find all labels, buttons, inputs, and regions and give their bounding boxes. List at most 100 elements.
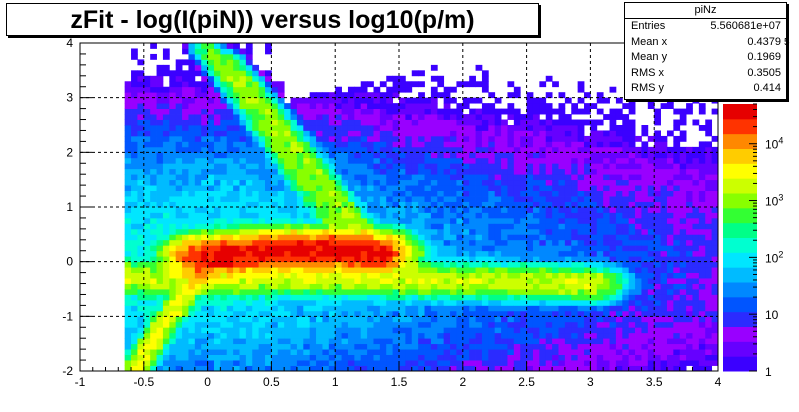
histogram-cell [360, 228, 368, 235]
histogram-cell [399, 327, 406, 334]
histogram-cell [450, 228, 457, 235]
histogram-cell [271, 135, 279, 142]
histogram-cell [284, 234, 291, 241]
palette-swatch [723, 207, 757, 224]
histogram-cell [654, 119, 661, 126]
histogram-cell [131, 168, 138, 175]
histogram-cell [494, 119, 502, 126]
histogram-cell [143, 97, 151, 104]
histogram-cell [245, 125, 253, 131]
histogram-cell [532, 343, 540, 350]
histogram-cell [201, 261, 208, 268]
histogram-cell [156, 196, 164, 202]
histogram-cell [335, 289, 342, 295]
histogram-cell [494, 332, 502, 339]
histogram-cell [252, 119, 260, 126]
histogram-cell [379, 119, 387, 126]
histogram-cell [360, 207, 368, 213]
histogram-cell [539, 103, 547, 109]
histogram-cell [622, 256, 630, 263]
histogram-cell [654, 190, 661, 197]
histogram-cell [615, 125, 623, 131]
histogram-cell [137, 75, 145, 82]
histogram-cell [615, 212, 623, 219]
histogram-cell [437, 332, 445, 339]
histogram-cell [430, 196, 438, 202]
histogram-cell [150, 365, 157, 372]
histogram-cell [233, 201, 240, 208]
histogram-cell [603, 343, 610, 350]
histogram-cell [456, 174, 464, 181]
histogram-cell [692, 283, 700, 290]
histogram-cell [507, 234, 515, 241]
histogram-cell [577, 146, 585, 153]
histogram-cell [686, 354, 693, 361]
histogram-cell [443, 360, 451, 366]
histogram-cell [628, 146, 636, 153]
histogram-cell [564, 256, 572, 263]
histogram-cell [532, 130, 540, 137]
histogram-cell [437, 163, 445, 170]
histogram-cell [705, 310, 713, 317]
histogram-cell [124, 86, 132, 93]
histogram-cell [462, 174, 470, 181]
histogram-cell [628, 250, 636, 257]
histogram-cell [271, 354, 279, 361]
histogram-cell [692, 327, 700, 334]
histogram-cell [711, 157, 719, 164]
histogram-cell [392, 349, 400, 355]
histogram-cell [628, 278, 636, 284]
histogram-cell [124, 97, 132, 104]
histogram-cell [233, 163, 240, 170]
histogram-cell [169, 152, 177, 159]
histogram-cell [156, 261, 164, 268]
histogram-cell [539, 250, 547, 257]
histogram-cell [296, 283, 304, 290]
histogram-cell [226, 64, 234, 71]
histogram-cell [162, 201, 170, 208]
histogram-cell [501, 163, 508, 170]
histogram-cell [271, 294, 279, 301]
histogram-cell [309, 97, 317, 104]
histogram-cell [379, 146, 387, 153]
histogram-cell [488, 168, 496, 175]
histogram-cell [245, 179, 253, 186]
histogram-cell [437, 283, 445, 290]
histogram-cell [175, 86, 183, 93]
histogram-cell [252, 108, 260, 115]
histogram-cell [207, 125, 215, 131]
histogram-cell [226, 316, 234, 323]
histogram-cell [341, 130, 349, 137]
histogram-cell [628, 360, 636, 366]
histogram-cell [469, 157, 476, 164]
histogram-cell [596, 174, 604, 181]
histogram-cell [277, 190, 285, 197]
histogram-cell [660, 278, 668, 284]
histogram-cell [347, 234, 355, 241]
histogram-cell [456, 278, 464, 284]
histogram-cell [367, 141, 374, 148]
histogram-cell [526, 196, 534, 202]
histogram-cell [450, 201, 457, 208]
histogram-cell [265, 174, 272, 181]
histogram-cell [194, 338, 202, 345]
histogram-cell [666, 212, 674, 219]
histogram-cell [647, 305, 655, 312]
histogram-cell [654, 267, 661, 273]
histogram-cell [213, 174, 221, 181]
histogram-cell [386, 256, 394, 263]
histogram-cell [156, 321, 164, 328]
histogram-cell [265, 332, 272, 339]
histogram-cell [450, 217, 457, 224]
histogram-cell [277, 92, 285, 99]
histogram-cell [143, 146, 151, 153]
histogram-cell [316, 125, 323, 131]
histogram-cell [341, 201, 349, 208]
histogram-cell [316, 152, 323, 159]
histogram-cell [501, 305, 508, 312]
histogram-cell [501, 261, 508, 268]
histogram-cell [303, 272, 311, 279]
histogram-cell [169, 310, 177, 317]
histogram-cell [526, 185, 534, 191]
histogram-cell [526, 283, 534, 290]
